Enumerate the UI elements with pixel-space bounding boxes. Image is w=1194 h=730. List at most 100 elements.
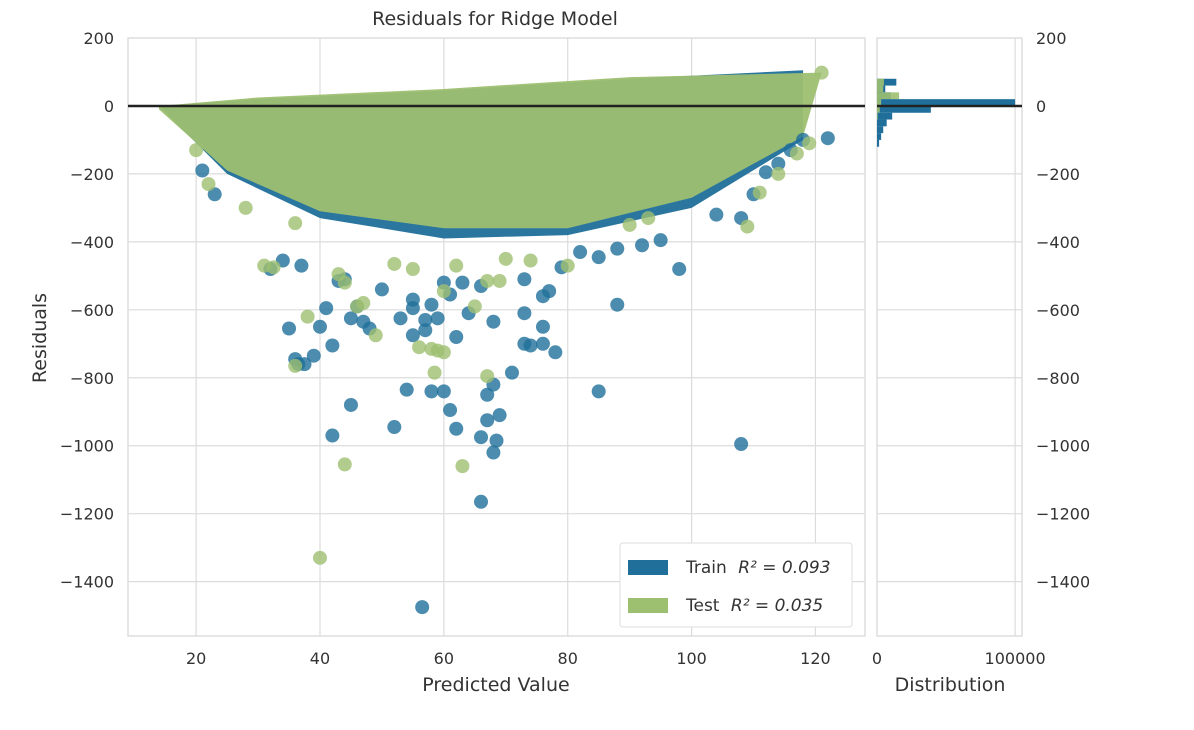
- test-point: [560, 258, 575, 273]
- y-tick-label: −400: [70, 233, 114, 252]
- histogram-y-tick-label: −600: [1036, 301, 1080, 320]
- train-point: [474, 430, 489, 445]
- test-series-band: [158, 72, 822, 229]
- histogram-x-tick-labels: 0 100000: [872, 649, 1046, 668]
- test-point: [356, 296, 371, 311]
- train-point: [672, 262, 687, 277]
- histogram-train-bar: [877, 119, 887, 127]
- histogram-test-bar: [877, 112, 878, 120]
- test-point: [189, 143, 204, 158]
- train-point: [449, 421, 464, 436]
- train-point: [424, 297, 439, 312]
- train-point: [325, 338, 340, 353]
- train-point: [489, 433, 504, 448]
- test-point: [288, 216, 303, 231]
- histogram-y-tick-label: −800: [1036, 369, 1080, 388]
- test-point: [480, 369, 495, 384]
- test-point: [288, 358, 303, 373]
- test-point: [201, 177, 216, 192]
- train-point: [610, 297, 625, 312]
- train-point: [282, 321, 297, 336]
- train-point: [387, 420, 402, 435]
- test-point: [337, 275, 352, 290]
- histogram-train-bar: [877, 105, 931, 113]
- train-point: [436, 384, 451, 399]
- legend-test-swatch: [628, 598, 668, 613]
- test-point: [789, 146, 804, 161]
- test-point: [740, 219, 755, 234]
- train-point: [430, 311, 445, 326]
- x-tick-label: 120: [800, 649, 831, 668]
- test-point: [455, 459, 470, 474]
- histogram-train-bar: [877, 78, 897, 86]
- train-point: [405, 328, 420, 343]
- y-tick-label: 200: [83, 29, 114, 48]
- histogram-test-bar: [877, 99, 882, 106]
- histogram-y-tick-label: −1400: [1036, 573, 1090, 592]
- test-point: [412, 340, 427, 355]
- train-point: [610, 241, 625, 256]
- train-point: [343, 311, 358, 326]
- histogram-y-tick-label: 200: [1036, 29, 1067, 48]
- train-point: [548, 345, 563, 360]
- train-point: [758, 165, 773, 180]
- histogram-train-bar: [877, 133, 882, 140]
- train-point: [424, 384, 439, 399]
- histogram-test-bar: [877, 85, 884, 93]
- test-point: [814, 65, 829, 80]
- train-point: [374, 282, 389, 297]
- train-point: [517, 272, 532, 287]
- legend-train-name: Train: [685, 558, 727, 578]
- train-point: [734, 437, 749, 452]
- test-point: [238, 200, 253, 215]
- train-point: [653, 233, 668, 248]
- test-point: [641, 211, 656, 226]
- train-point: [709, 207, 724, 222]
- train-point: [393, 311, 408, 326]
- chart-title: Residuals for Ridge Model: [372, 8, 618, 30]
- histogram-y-tick-label: −200: [1036, 165, 1080, 184]
- test-point: [312, 550, 327, 565]
- test-point: [387, 256, 402, 271]
- train-point: [306, 348, 321, 363]
- histogram-test-bar: [877, 78, 884, 86]
- histogram-y-tick-label: −1200: [1036, 505, 1090, 524]
- y-tick-label: −800: [70, 369, 114, 388]
- test-point: [449, 258, 464, 273]
- train-point: [535, 336, 550, 351]
- train-point: [492, 408, 507, 423]
- legend-test-label: Test R² = 0.035: [685, 596, 823, 616]
- y-axis-label: Residuals: [29, 293, 51, 383]
- y-tick-label: −1400: [60, 573, 114, 592]
- train-point: [399, 382, 414, 397]
- test-point: [498, 251, 513, 266]
- train-point: [535, 319, 550, 334]
- histogram-plot: 0 100000 200 0 −200 −400 −600 −800 −1000 −1200 −1…: [872, 29, 1090, 668]
- y-tick-labels: 200 0 −200 −400 −600 −800 −1000 −1200 −1400: [60, 29, 114, 592]
- test-point: [752, 185, 767, 200]
- train-point: [343, 397, 358, 412]
- histogram-train-bar: [877, 112, 893, 120]
- x-tick-label: 40: [310, 649, 330, 668]
- test-point: [368, 328, 383, 343]
- train-point: [480, 413, 495, 428]
- test-dense-band: [158, 72, 822, 229]
- histogram-frame: [876, 37, 1023, 637]
- train-point: [418, 313, 433, 328]
- y-tick-label: −1000: [60, 437, 114, 456]
- histogram-x-tick-label: 100000: [985, 649, 1046, 668]
- legend-train-r2: R² = 0.093: [738, 558, 830, 578]
- x-tick-label: 80: [558, 649, 578, 668]
- train-point: [480, 387, 495, 402]
- histogram-train-bar: [877, 139, 880, 147]
- train-point: [820, 131, 835, 146]
- legend-train-label: Train R² = 0.093: [685, 558, 831, 578]
- test-point: [337, 457, 352, 472]
- test-point: [802, 136, 817, 151]
- test-point: [622, 217, 637, 232]
- train-point: [195, 163, 210, 178]
- x-tick-label: 60: [434, 649, 454, 668]
- y-tick-label: −600: [70, 301, 114, 320]
- train-point: [455, 275, 470, 290]
- train-point: [635, 238, 650, 253]
